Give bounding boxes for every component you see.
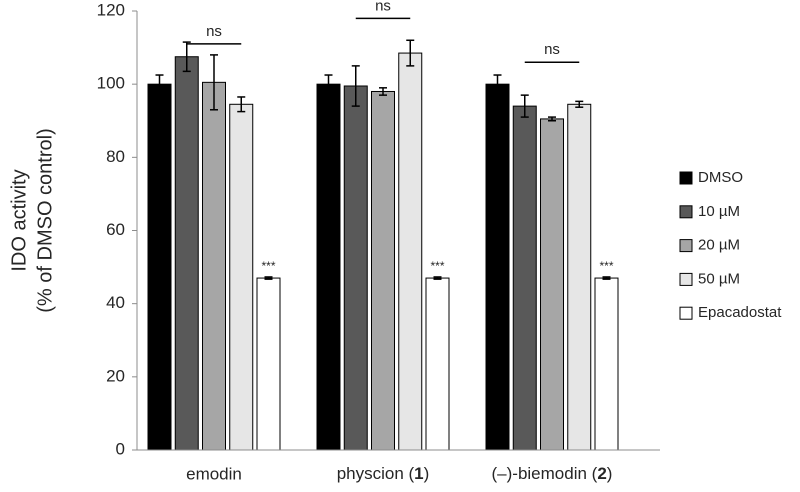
x-tick-label: (–)-biemodin (2) — [492, 464, 613, 483]
annotation: ns — [206, 23, 222, 40]
significance-label: *** — [261, 259, 275, 273]
bar — [425, 277, 450, 451]
bar — [512, 105, 537, 451]
bar — [343, 85, 368, 451]
bar — [371, 90, 395, 451]
label-part: 1 — [414, 464, 423, 483]
legend-swatch — [679, 205, 693, 219]
label-part: (–)-biemodin ( — [492, 464, 598, 483]
bar — [567, 103, 592, 451]
bar — [174, 56, 199, 451]
significance-label: *** — [430, 259, 444, 273]
bar — [256, 277, 281, 451]
x-tick-label: emodin — [186, 464, 242, 483]
annotation: ns — [375, 0, 391, 14]
y-tick-label: 100 — [97, 74, 125, 93]
label-part: ) — [424, 464, 430, 483]
significance-label: *** — [599, 259, 613, 273]
y-axis-label: (% of DMSO control) — [34, 128, 56, 312]
y-axis-label: IDO activity — [8, 169, 30, 271]
bar — [485, 83, 510, 451]
legend-label: 20 µM — [698, 237, 740, 254]
bar — [202, 81, 226, 451]
legend-swatch — [679, 239, 693, 253]
legend-label: Epacadostat — [698, 304, 782, 321]
legend-swatch — [679, 272, 693, 286]
label-part: physcion ( — [337, 464, 415, 483]
y-tick-label: 60 — [106, 220, 125, 239]
bar — [540, 118, 564, 451]
x-tick-label: physcion (1) — [337, 464, 430, 483]
annotation: ns — [544, 41, 560, 58]
y-tick-label: 120 — [97, 0, 125, 19]
y-tick-label: 40 — [106, 293, 125, 312]
legend-swatch — [679, 306, 693, 320]
bar — [594, 277, 619, 451]
bar — [147, 83, 172, 451]
bar — [316, 83, 341, 451]
y-tick-label: 0 — [116, 439, 125, 458]
bar — [398, 52, 423, 451]
legend-label: 10 µM — [698, 203, 740, 220]
label-part: ) — [607, 464, 613, 483]
y-tick-label: 20 — [106, 366, 125, 385]
legend-label: DMSO — [698, 169, 743, 186]
label-part: 2 — [597, 464, 606, 483]
bar — [229, 103, 254, 451]
legend-swatch — [679, 171, 693, 185]
y-tick-label: 80 — [106, 147, 125, 166]
legend-label: 50 µM — [698, 270, 740, 287]
